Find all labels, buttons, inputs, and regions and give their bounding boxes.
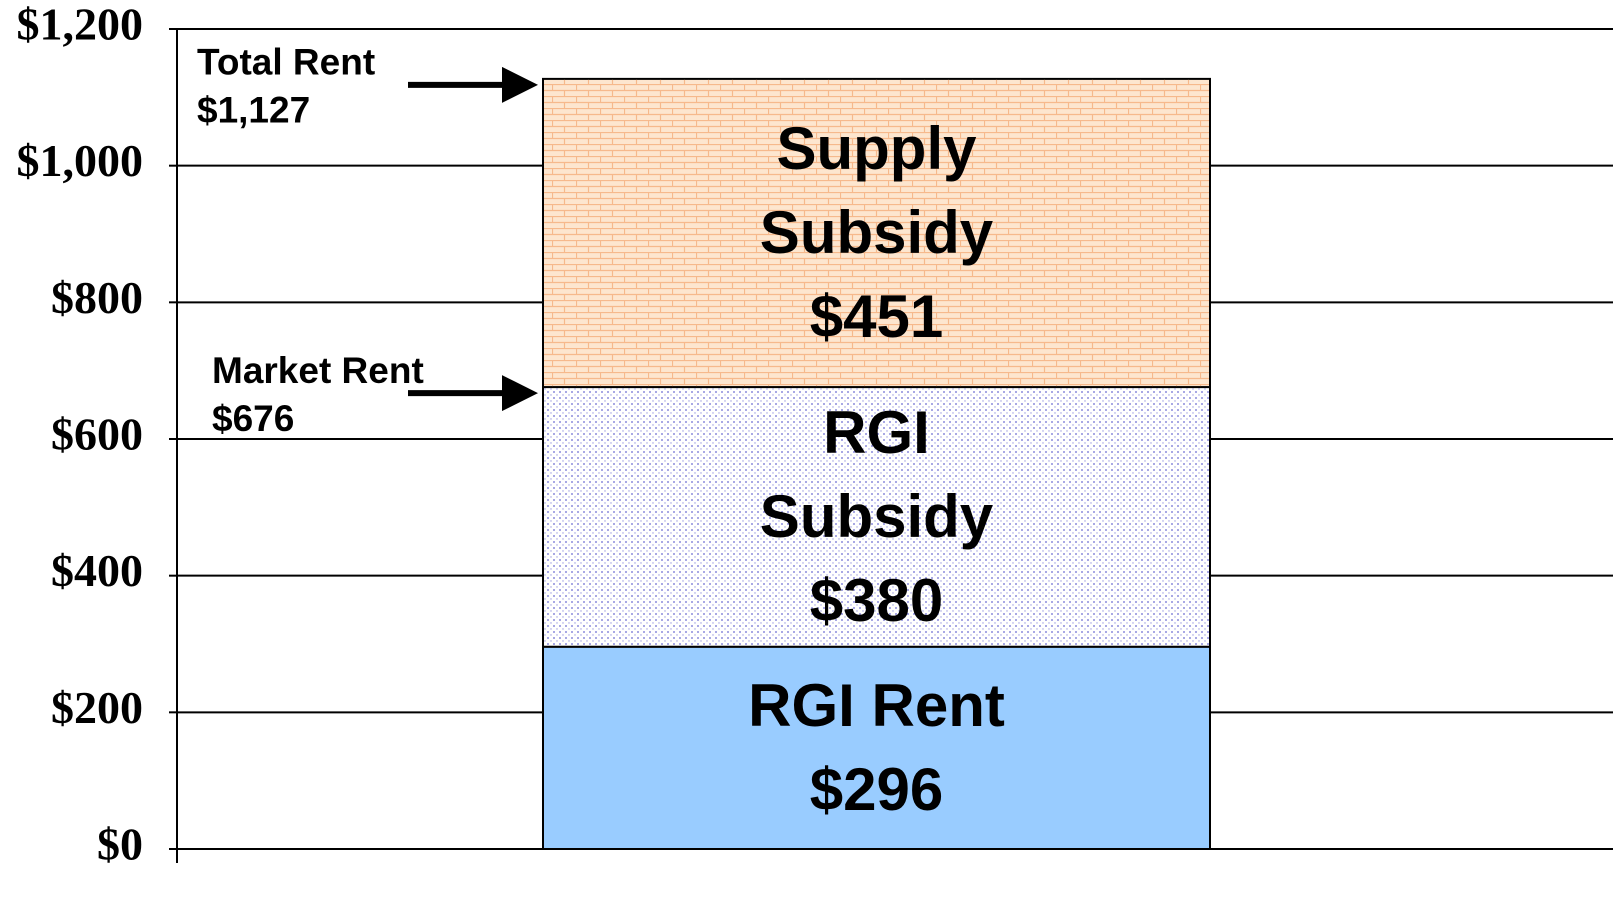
bar-texture [544,79,1209,387]
y-tick-label: $200 [51,682,143,733]
segment-label: Supply Subsidy $451 [543,79,1210,387]
segment-value: $296 [809,755,944,823]
y-tick-label: $400 [51,545,143,596]
y-tick-label: $1,000 [17,135,144,186]
bar-texture [544,388,1209,646]
annotation-text: Total Rent [197,42,375,83]
y-tick-label: $800 [51,272,143,323]
annotation-text: Market Rent [212,350,424,391]
segment-name: Supply Subsidy [759,114,994,266]
y-tick-label: $0 [97,819,143,870]
segment-value: $451 [809,282,944,350]
segment-label-box: RGI Subsidy $380 [543,387,1210,647]
y-tick-label: $600 [51,409,143,460]
annotation-value: $676 [212,398,294,439]
segment-name: RGI Subsidy [759,398,994,550]
bar-segment [542,645,1211,850]
segment-label: RGI Rent $296 [543,647,1210,849]
segment-label-box: Supply Subsidy $451 [543,79,1210,387]
annotation-value: $1,127 [197,90,310,131]
segment-label-box: RGI Rent $296 [543,647,1210,849]
y-tick-label: $1,200 [17,0,144,50]
segment-name: RGI Rent [748,671,1005,739]
segment-value: $380 [809,566,944,634]
segment-label: RGI Subsidy $380 [543,387,1210,647]
